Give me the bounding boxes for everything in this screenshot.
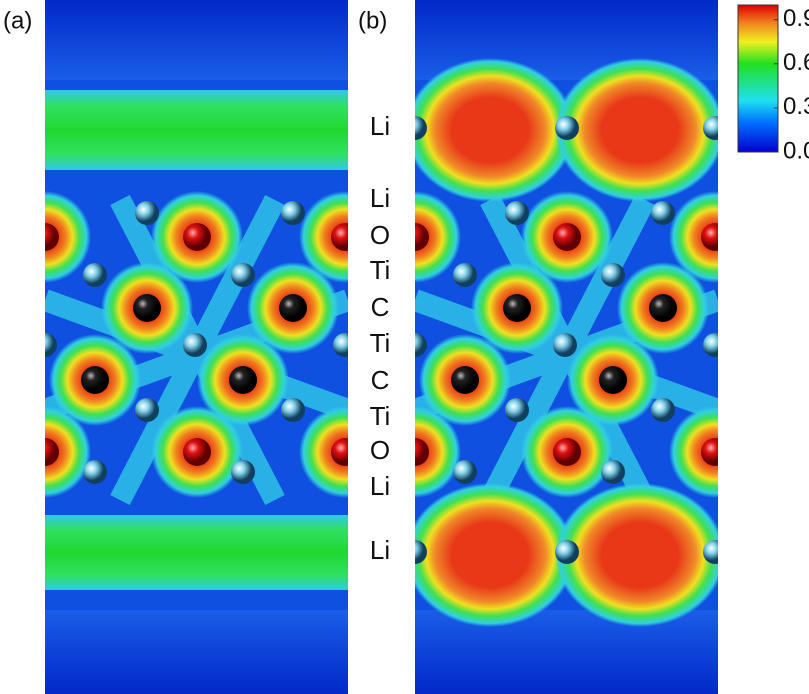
oxygen-atom: [45, 438, 59, 466]
atom-label: C: [371, 292, 390, 322]
colorbar-tick-label: 0.6: [783, 49, 809, 76]
carbon-atom: [279, 294, 307, 322]
atom: [601, 263, 625, 287]
atom: [703, 116, 718, 140]
atom: [601, 460, 625, 484]
carbon-atom: [133, 294, 161, 322]
atom: [135, 398, 159, 422]
oxygen-atom: [553, 438, 581, 466]
layer-band: [45, 90, 348, 170]
panel-label: (a): [3, 7, 32, 34]
atom-label: Li: [370, 471, 390, 501]
halo: [45, 191, 91, 283]
atom: [135, 201, 159, 225]
vacuum: [45, 0, 348, 80]
atom: [651, 201, 675, 225]
atom: [183, 333, 207, 357]
atom: [415, 116, 427, 140]
oxygen-atom: [331, 223, 348, 251]
atom-label: Ti: [370, 328, 391, 358]
atom: [83, 460, 107, 484]
colorbar-tick-label: 0.0: [783, 137, 809, 164]
atom: [555, 540, 579, 564]
atom: [333, 333, 348, 357]
atom: [703, 333, 718, 357]
panel-a-map: [45, 0, 348, 694]
panel-b-map: [415, 0, 718, 694]
carbon-atom: [599, 366, 627, 394]
carbon-atom: [649, 294, 677, 322]
colorbar-tick-label: 0.9: [783, 5, 809, 32]
atom: [281, 201, 305, 225]
halo: [415, 191, 461, 283]
vacuum: [45, 610, 348, 694]
atom: [505, 398, 529, 422]
oxygen-atom: [701, 223, 718, 251]
atom: [703, 540, 718, 564]
elf-blob: [415, 483, 575, 627]
oxygen-atom: [553, 223, 581, 251]
elf-blob: [555, 483, 718, 627]
halo: [45, 406, 91, 498]
atom: [281, 398, 305, 422]
atom: [83, 263, 107, 287]
oxygen-atom: [701, 438, 718, 466]
vacuum: [415, 610, 718, 694]
oxygen-atom: [183, 438, 211, 466]
atom: [231, 460, 255, 484]
atom: [45, 333, 57, 357]
layer-band: [45, 515, 348, 590]
atom: [231, 263, 255, 287]
elf-blob: [555, 58, 718, 202]
colorbar-tick-label: 0.3: [783, 93, 809, 120]
atom-label: O: [370, 220, 390, 250]
oxygen-atom: [331, 438, 348, 466]
oxygen-atom: [415, 438, 429, 466]
atom: [651, 398, 675, 422]
halo: [415, 406, 461, 498]
atom-label: O: [370, 435, 390, 465]
carbon-atom: [81, 366, 109, 394]
halo: [669, 406, 718, 498]
atom-label: C: [371, 365, 390, 395]
halo: [299, 406, 348, 498]
atom: [505, 201, 529, 225]
elf-blob: [415, 58, 575, 202]
atom-label: Li: [370, 183, 390, 213]
oxygen-atom: [415, 223, 429, 251]
atom: [553, 333, 577, 357]
atom: [555, 116, 579, 140]
carbon-atom: [503, 294, 531, 322]
atom-label: Ti: [370, 255, 391, 285]
carbon-atom: [229, 366, 257, 394]
atom: [415, 333, 427, 357]
halo: [299, 191, 348, 283]
oxygen-atom: [183, 223, 211, 251]
atom-label: Li: [370, 111, 390, 141]
panel-label: (b): [358, 7, 387, 34]
atom: [453, 460, 477, 484]
colorbar: [737, 4, 779, 153]
carbon-atom: [451, 366, 479, 394]
oxygen-atom: [45, 223, 59, 251]
halo: [669, 191, 718, 283]
atom: [415, 540, 427, 564]
atom-label: Li: [370, 535, 390, 565]
atom-label: Ti: [370, 401, 391, 431]
atom: [453, 263, 477, 287]
